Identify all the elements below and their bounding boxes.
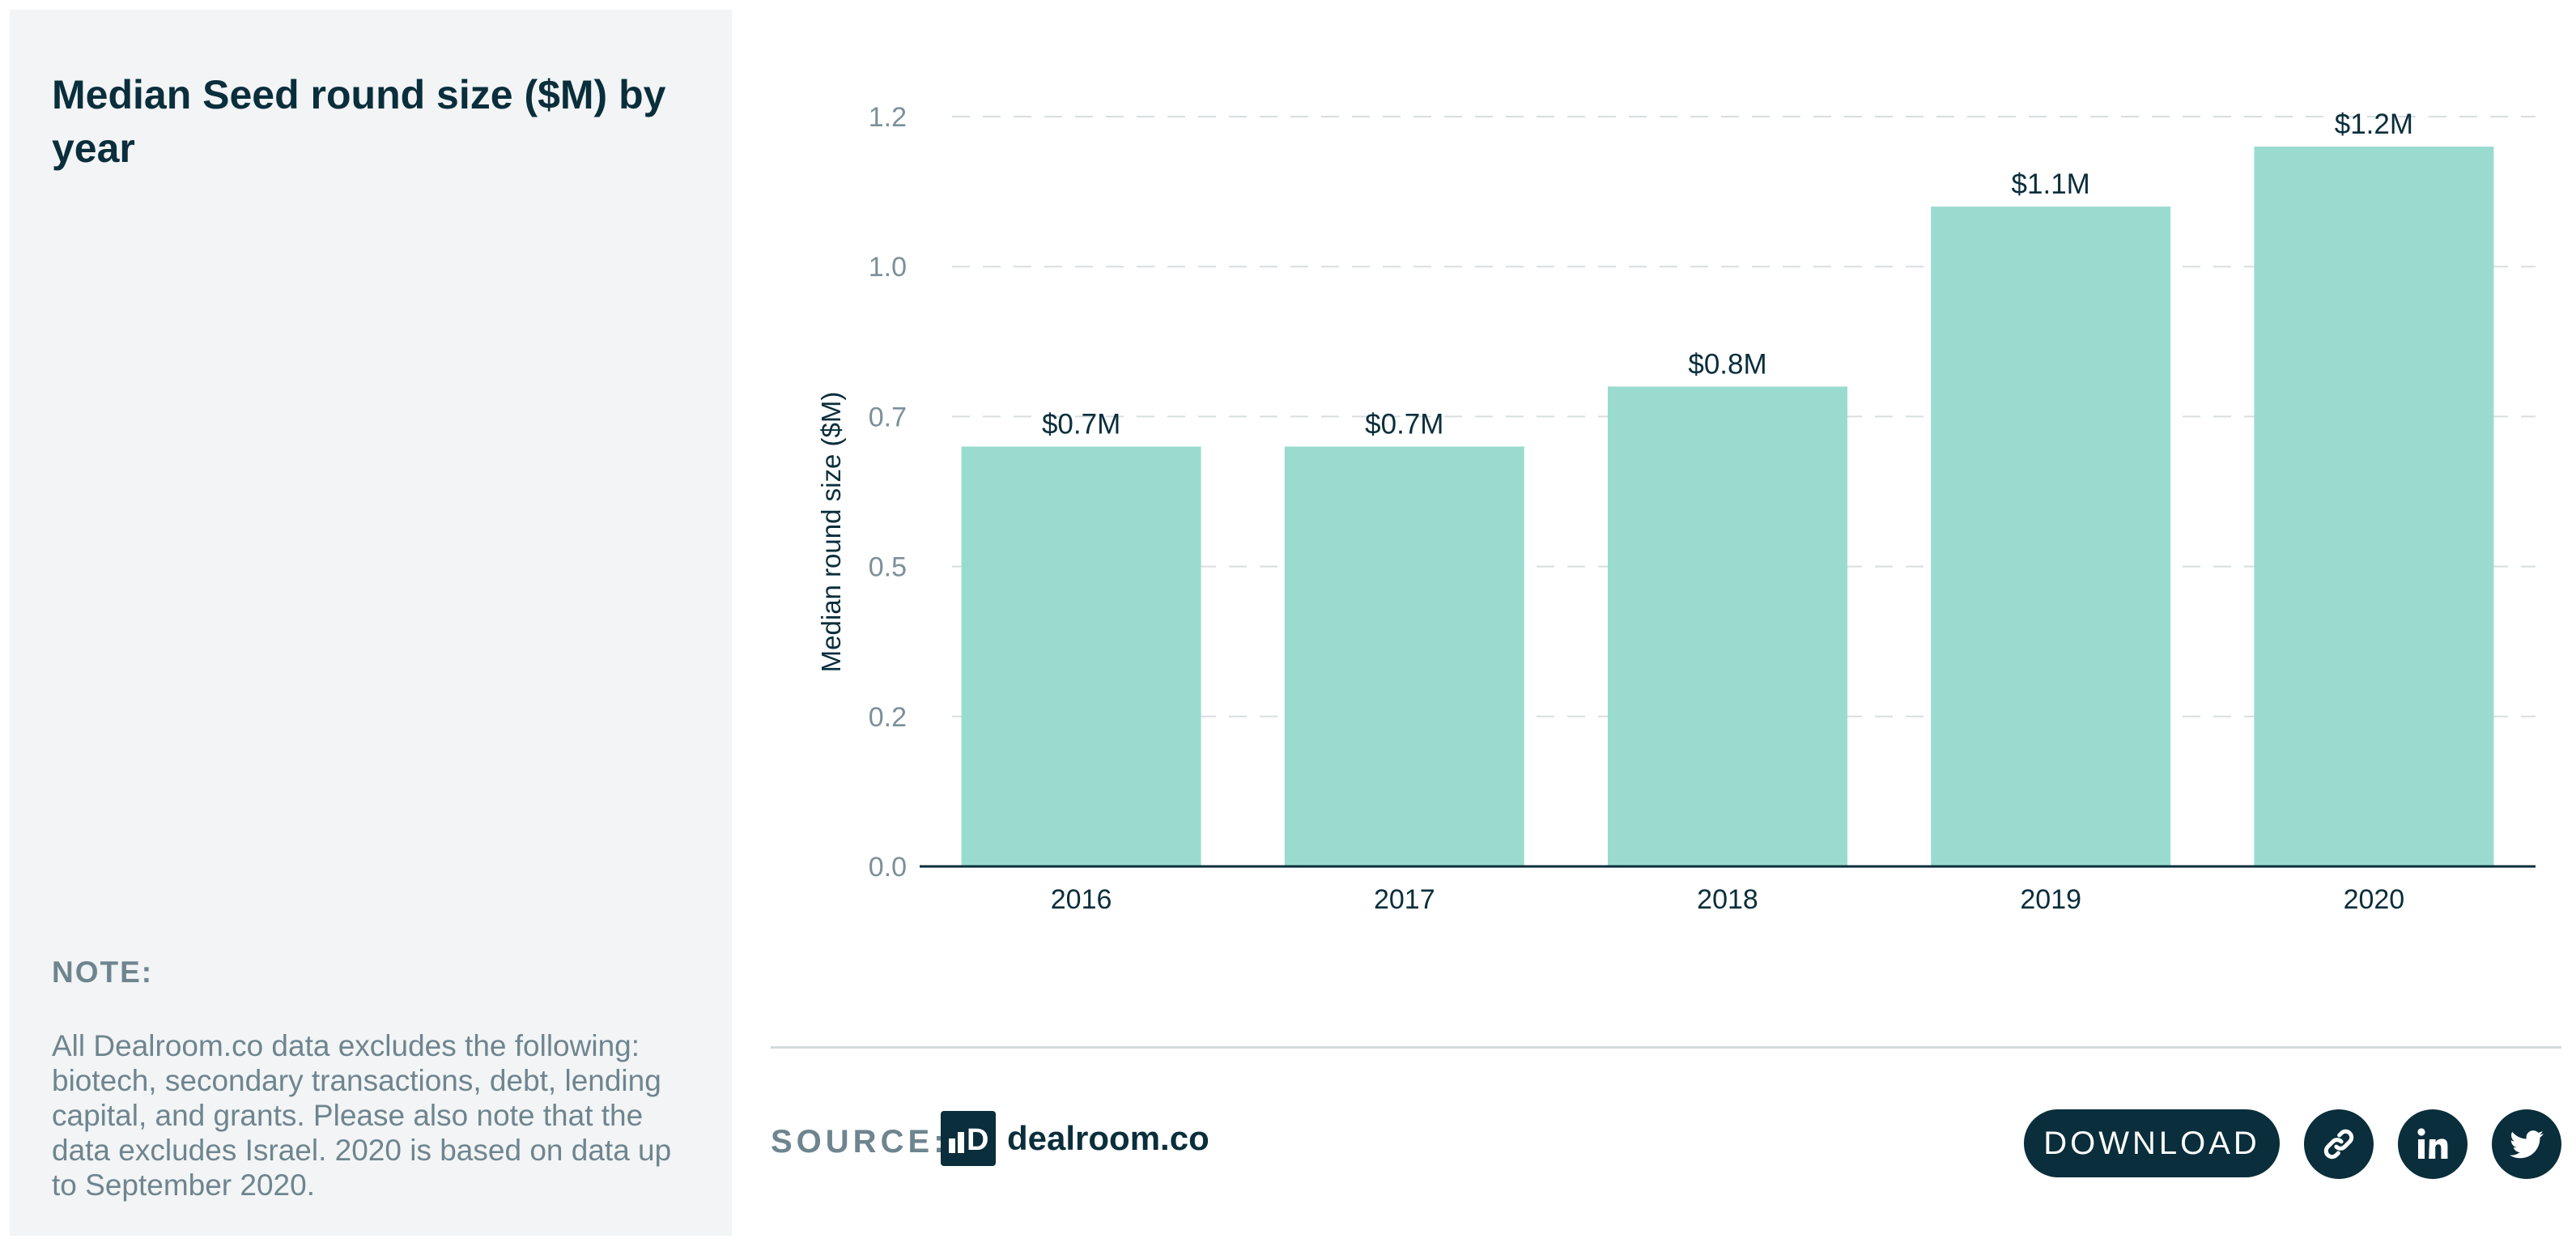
download-button[interactable]: DOWNLOAD <box>2024 1109 2280 1177</box>
y-axis-title: Median round size ($M) <box>816 392 846 673</box>
sidebar-panel: Median Seed round size ($M) by year NOTE… <box>10 10 732 1236</box>
y-tick-label: 1.0 <box>869 252 907 283</box>
note-text: All Dealroom.co data excludes the follow… <box>52 1029 672 1202</box>
link-icon <box>2323 1129 2354 1160</box>
note-label: NOTE: <box>52 955 154 989</box>
y-tick-label: 0.5 <box>869 552 907 583</box>
data-label: $1.1M <box>2012 168 2090 200</box>
bar-chart: 0.0 0.2 0.5 0.7 1.0 1.2 $0.7M 2016 $0.7M 2017 $0.8… <box>816 102 2536 915</box>
bar <box>1284 446 1524 866</box>
grid-lines <box>952 116 2536 717</box>
x-tick-label: 2020 <box>2344 884 2405 915</box>
source-label: SOURCE: <box>771 1124 949 1160</box>
x-tick-label: 2018 <box>1697 884 1758 915</box>
y-tick-label: 0.7 <box>869 402 907 432</box>
x-tick-label: 2017 <box>1374 884 1435 915</box>
x-tick-label: 2016 <box>1051 884 1112 915</box>
data-label: $0.7M <box>1365 408 1443 440</box>
chart-labels: 0.0 0.2 0.5 0.7 1.0 1.2 $0.7M 2016 $0.7M 2017 $0.8… <box>869 102 2413 915</box>
twitter-share-button[interactable] <box>2492 1109 2561 1179</box>
x-tick-label: 2019 <box>2020 884 2081 915</box>
footer-divider <box>771 1046 2561 1049</box>
data-label: $0.7M <box>1042 408 1120 440</box>
y-tick-label: 0.2 <box>869 702 907 733</box>
bar <box>2254 147 2494 867</box>
brand-name: dealroom.co <box>1007 1119 1209 1157</box>
bars <box>961 147 2494 867</box>
data-label: $1.2M <box>2335 109 2413 140</box>
dealroom-logo-icon: D <box>941 1111 996 1166</box>
y-tick-label: 0.0 <box>869 852 907 883</box>
dealroom-logo[interactable]: D dealroom.co <box>941 1111 1209 1166</box>
data-label: $0.8M <box>1688 348 1766 380</box>
twitter-icon <box>2509 1130 2544 1159</box>
copy-link-button[interactable] <box>2304 1109 2374 1179</box>
linkedin-share-button[interactable] <box>2398 1109 2468 1179</box>
bar <box>961 446 1201 866</box>
y-tick-label: 1.2 <box>869 102 907 133</box>
bar <box>1931 206 2171 866</box>
linkedin-icon <box>2417 1128 2448 1159</box>
bar <box>1608 386 1847 866</box>
chart-title: Median Seed round size ($M) by year <box>52 72 666 171</box>
